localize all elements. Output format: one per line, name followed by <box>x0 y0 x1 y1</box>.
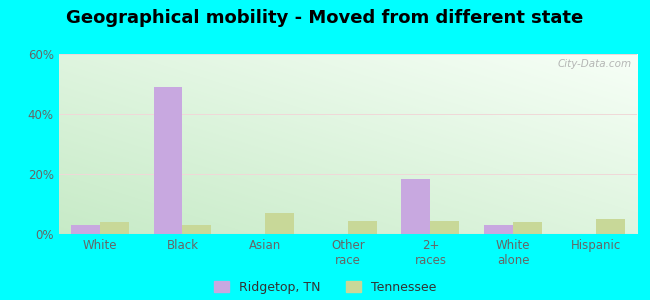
Bar <box>595 219 625 234</box>
Bar <box>71 225 100 234</box>
Bar <box>265 213 294 234</box>
Bar <box>153 87 183 234</box>
Bar <box>183 225 211 234</box>
Bar <box>348 220 377 234</box>
Bar <box>484 225 513 234</box>
Bar <box>430 220 460 234</box>
Legend: Ridgetop, TN, Tennessee: Ridgetop, TN, Tennessee <box>214 281 436 294</box>
Text: Geographical mobility - Moved from different state: Geographical mobility - Moved from diffe… <box>66 9 584 27</box>
Bar <box>100 222 129 234</box>
Bar <box>513 222 542 234</box>
Text: City-Data.com: City-Data.com <box>557 59 631 69</box>
Bar <box>402 178 430 234</box>
